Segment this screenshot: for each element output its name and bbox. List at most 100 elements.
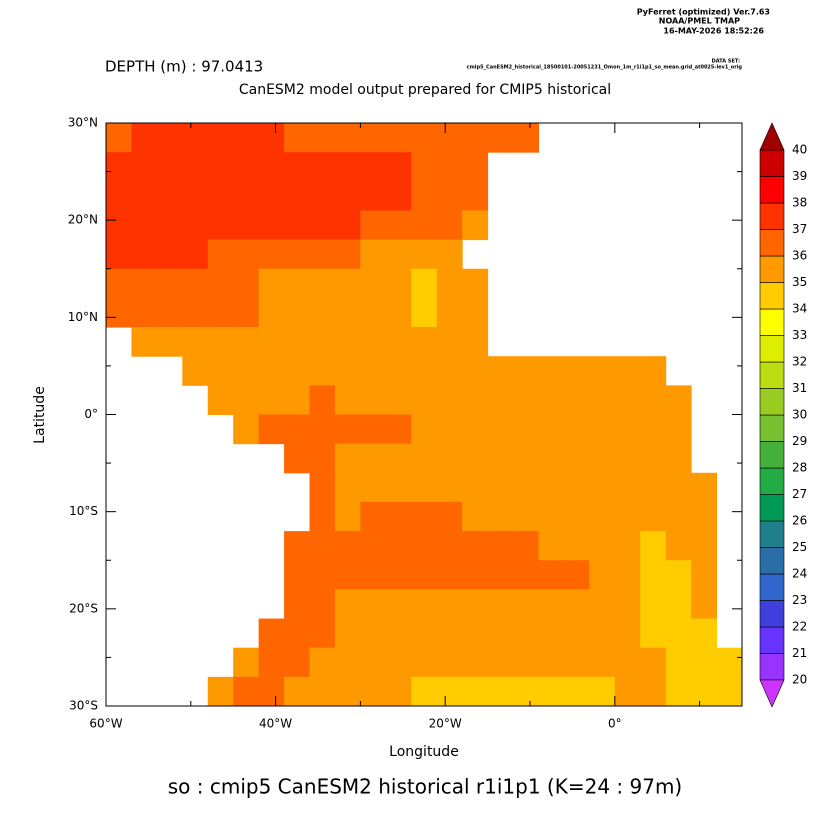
colorbar-swatch [759, 573, 785, 601]
map-cell [589, 560, 616, 590]
colorbar-swatch [759, 282, 785, 310]
map-cell [207, 268, 234, 299]
map-cell [182, 210, 209, 241]
colorbar-swatch [759, 149, 785, 177]
map-cell [309, 618, 336, 649]
map-cell [131, 152, 158, 182]
colorbar-swatch [759, 441, 785, 469]
map-cell [334, 531, 361, 561]
map-cell [487, 501, 514, 532]
map-cell [436, 356, 463, 386]
colorbar-swatch [759, 494, 785, 522]
map-cell [665, 647, 692, 678]
map-cell [462, 589, 489, 620]
map-cell [411, 589, 438, 620]
colorbar-label: 32 [792, 355, 807, 369]
map-cell [360, 647, 387, 678]
colorbar-label: 30 [792, 408, 807, 422]
map-cell [640, 385, 667, 415]
map-cell [691, 472, 718, 503]
y-tick-label: 10°S [69, 504, 98, 518]
map-cell [436, 327, 463, 357]
map-cell [156, 327, 183, 357]
map-cell [487, 356, 514, 386]
map-cell [106, 239, 132, 270]
map-cell [665, 414, 692, 445]
map-cell [156, 297, 183, 328]
map-cells [106, 123, 743, 707]
y-tick-label: 30°N [68, 116, 98, 130]
map-cell [716, 676, 743, 707]
map-cell [131, 239, 158, 270]
map-cell [462, 268, 489, 299]
map-cell [360, 152, 387, 182]
map-cell [513, 531, 539, 561]
map-cell [513, 589, 539, 620]
map-cell [360, 268, 387, 299]
map-cell [538, 501, 565, 532]
map-cell [258, 239, 285, 270]
map-cell [385, 385, 412, 415]
map-cell [258, 356, 285, 386]
map-cell [436, 385, 463, 415]
map-cell [589, 618, 616, 649]
map-cell [309, 123, 336, 153]
map-cell [614, 385, 641, 415]
map-cell [436, 239, 463, 270]
map-cell [360, 618, 387, 649]
map-cell [233, 297, 260, 328]
map-cell [131, 327, 158, 357]
map-cell [284, 123, 311, 153]
map-cell [563, 356, 590, 386]
map-cell [334, 327, 361, 357]
map-cell [309, 647, 336, 678]
map-cell [614, 501, 641, 532]
map-cell [462, 327, 489, 357]
map-cell [614, 472, 641, 503]
map-cell [462, 123, 489, 153]
map-cell [258, 676, 285, 707]
colorbar-label: 28 [792, 461, 807, 475]
map-cell [258, 385, 285, 415]
map-cell [309, 676, 336, 707]
map-cell [309, 414, 336, 445]
map-cell [207, 327, 234, 357]
map-cell [385, 414, 412, 445]
map-cell [284, 531, 311, 561]
map-cell [589, 356, 616, 386]
map-cell [538, 647, 565, 678]
map-cell [411, 123, 438, 153]
map-cell [538, 560, 565, 590]
map-cell [487, 647, 514, 678]
map-cell [385, 327, 412, 357]
map-cell [309, 531, 336, 561]
map-cell [436, 414, 463, 445]
map-cell [462, 531, 489, 561]
map-cell [385, 501, 412, 532]
axes: 60°W 40°W 20°W 0° 30°N 20°N 10°N 0° 10°S 20°S 30°S [68, 116, 742, 731]
map-cell [233, 414, 260, 445]
map-cell [385, 239, 412, 270]
colorbar-label: 21 [792, 646, 807, 660]
map-cell [665, 676, 692, 707]
y-tick-label: 30°S [69, 699, 98, 713]
map-cell [589, 676, 616, 707]
map-cell [309, 501, 336, 532]
map-cell [411, 297, 438, 328]
map-cell [385, 618, 412, 649]
map-cell [462, 647, 489, 678]
map-cell [487, 385, 514, 415]
map-cell [436, 210, 463, 241]
colorbar-over [759, 122, 785, 151]
map-cell [563, 472, 590, 503]
map-cell [487, 443, 514, 474]
colorbar-label: 25 [792, 540, 807, 554]
chart-title: CanESM2 model output prepared for CMIP5 … [239, 82, 611, 98]
map-cell [207, 356, 234, 386]
map-cell [309, 589, 336, 620]
map-cell [589, 443, 616, 474]
map-cell [411, 210, 438, 241]
map-cell [233, 210, 260, 241]
map-cell [462, 472, 489, 503]
map-cell [284, 618, 311, 649]
